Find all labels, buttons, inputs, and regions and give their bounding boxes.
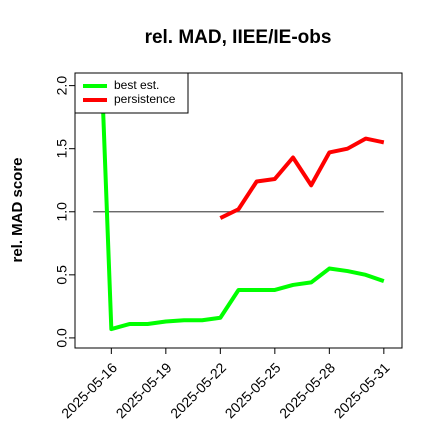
x-tick-label: 2025-05-31 — [331, 359, 393, 421]
y-tick-label: 0.0 — [54, 328, 70, 348]
y-axis-label: rel. MAD score — [9, 157, 26, 262]
x-tick-label: 2025-05-25 — [222, 359, 284, 421]
series-line — [219, 136, 385, 220]
legend-label: persistence — [114, 92, 176, 106]
x-tick-label: 2025-05-28 — [276, 359, 338, 421]
x-tick-label: 2025-05-19 — [113, 359, 175, 421]
plot-area — [99, 73, 385, 332]
y-tick-label: 1.0 — [54, 202, 70, 222]
x-tick-label: 2025-05-16 — [58, 359, 120, 421]
legend-label: best est. — [114, 78, 159, 92]
y-tick-label: 0.5 — [54, 265, 70, 285]
plot-frame — [74, 72, 403, 349]
series-line — [99, 73, 385, 332]
legend-box — [74, 72, 189, 114]
y-tick-label: 2.0 — [54, 76, 70, 96]
y-tick-label: 1.5 — [54, 139, 70, 159]
x-tick-label: 2025-05-22 — [167, 359, 229, 421]
chart-title: rel. MAD, IIEE/IE-obs — [145, 27, 332, 48]
